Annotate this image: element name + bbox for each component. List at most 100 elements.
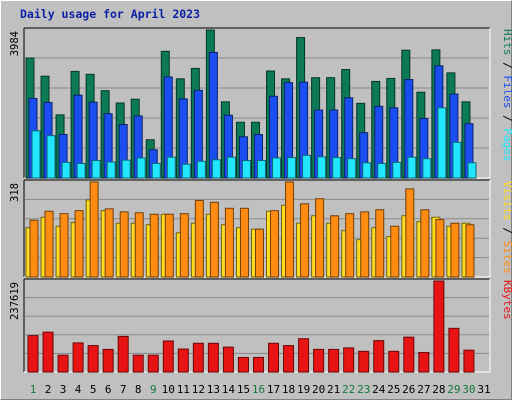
bar-pages [302,154,312,179]
bar-pages [362,162,372,179]
bar-sites [390,225,400,278]
bar-kbytes [283,345,295,373]
bar-kbytes [222,346,234,373]
bar-pages [272,157,282,179]
bar-sites [375,209,385,278]
bar-pages [256,160,266,179]
day-label: 19 [297,383,310,396]
bar-kbytes [237,356,249,373]
bar-kbytes [448,327,460,373]
bar-pages [437,107,447,179]
day-label: 20 [312,383,325,396]
bar-kbytes [373,340,385,373]
bar-pages [31,130,41,179]
bar-sites [345,213,355,278]
day-label: 27 [417,383,430,396]
bar-kbytes [132,354,144,373]
bar-pages [347,158,357,179]
bar-kbytes [117,335,129,373]
day-label: 5 [90,383,97,396]
bar-kbytes [313,348,325,373]
bar-pages [121,159,131,179]
bar-pages [91,160,101,179]
legend-entry: / [501,221,512,241]
bar-kbytes [433,280,445,373]
bar-pages [317,156,327,179]
day-label: 2 [45,383,52,396]
bar-kbytes [207,342,219,373]
day-label: 22 [342,383,355,396]
bar-pages [106,161,116,179]
day-label: 1 [30,383,37,396]
day-label: 7 [120,383,127,396]
bar-sites [405,188,415,278]
legend-entry: / [501,109,512,129]
bar-kbytes [328,348,340,373]
bar-kbytes [252,356,264,373]
bar-kbytes [403,336,415,373]
series-legend: KBytes [501,280,512,320]
bar-sites [285,181,295,278]
day-label: 10 [162,383,175,396]
legend-entry: Pages [501,128,512,161]
bar-sites [89,181,99,278]
day-label: 3 [60,383,67,396]
bar-kbytes [463,349,475,373]
bar-pages [76,163,86,179]
bar-pages [211,159,221,179]
bar-pages [46,135,56,179]
day-label: 11 [177,383,190,396]
bar-pages [392,161,402,179]
bar-kbytes [343,347,355,373]
day-label: 26 [402,383,415,396]
bar-sites [300,203,310,278]
bar-kbytes [358,350,370,373]
day-label: 25 [387,383,400,396]
bar-pages [181,163,191,179]
bar-sites [164,213,174,278]
bar-sites [119,211,129,278]
bar-sites [74,210,84,278]
bar-kbytes [57,354,69,373]
legend-entry: Sites [501,241,512,274]
day-label: 31 [477,383,490,396]
bar-files [208,51,218,179]
day-label: 24 [372,383,386,396]
bar-pages [467,162,477,179]
bar-kbytes [102,348,114,373]
y-max-label: 237619 [9,282,21,320]
bar-kbytes [42,331,54,373]
bar-sites [104,208,114,278]
legend-entry: KBytes [501,280,512,320]
bar-sites [44,210,54,278]
day-label: 16 [252,383,265,396]
bar-sites [224,207,234,278]
day-label: 13 [207,383,220,396]
bar-sites [315,198,325,278]
bar-sites [435,219,445,278]
bar-pages [287,157,297,179]
bar-pages [241,160,251,179]
day-label: 15 [237,383,250,396]
bar-sites [134,212,144,278]
bar-sites [254,228,264,278]
day-label: 21 [327,383,340,396]
bar-kbytes [72,342,84,373]
bar-sites [360,211,370,278]
day-label: 23 [357,383,370,396]
bar-kbytes [162,340,174,373]
bar-kbytes [192,342,204,373]
day-label: 28 [432,383,445,396]
bar-pages [452,141,462,179]
bar-sites [270,210,280,278]
bar-pages [136,157,146,179]
bar-pages [226,156,236,179]
y-max-label: 3984 [9,31,21,56]
bar-kbytes [27,335,39,373]
bar-kbytes [298,338,310,373]
series-legend: Hits / Files / Pages [501,29,512,162]
bar-kbytes [147,354,159,373]
bar-sites [465,224,475,278]
